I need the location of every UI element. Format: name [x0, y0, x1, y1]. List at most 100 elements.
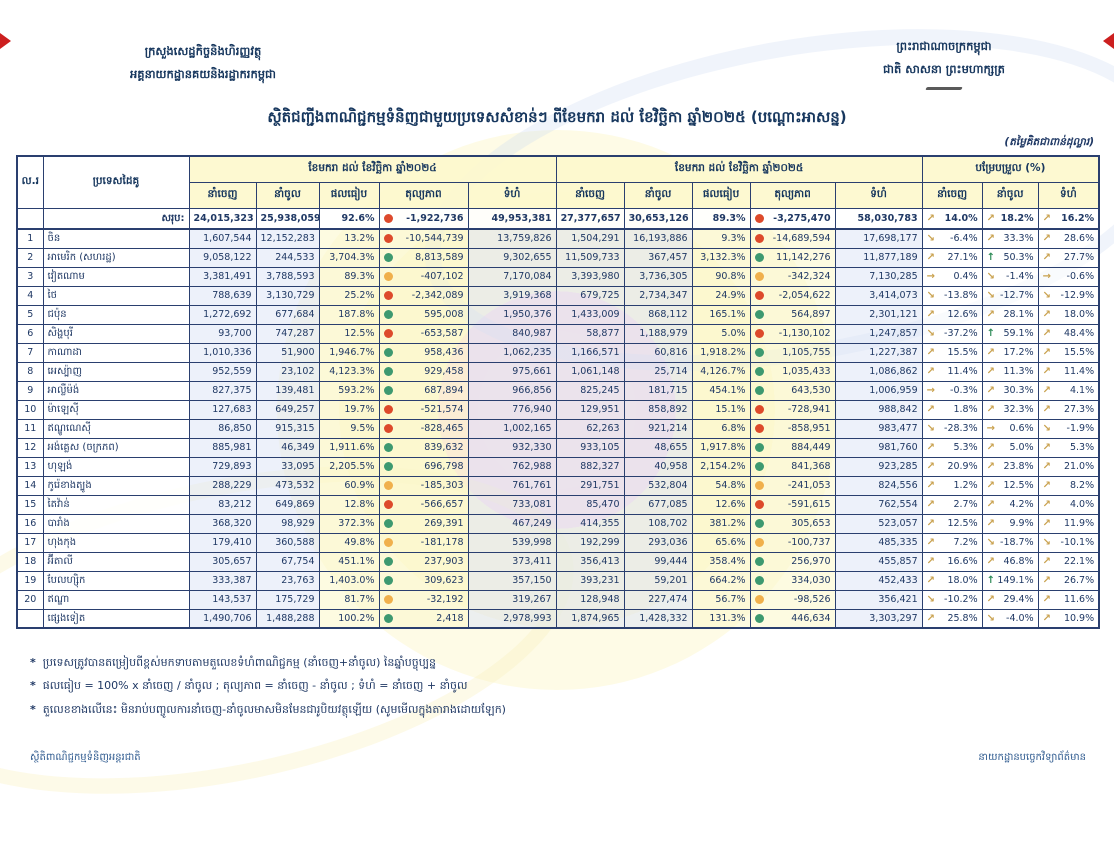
- change-cell: ↗ 5.3%: [921, 437, 983, 458]
- total-2024: 2,978,993: [467, 608, 557, 629]
- change-cell: ↗ 12.5%: [921, 513, 983, 534]
- balance-cell: -1,922,736: [378, 207, 469, 230]
- balance-value: 884,449: [791, 442, 831, 453]
- balance-cell: 269,391: [378, 513, 469, 534]
- ratio-2025: 131.3%: [691, 608, 751, 629]
- ratio-2025: 15.1%: [691, 399, 751, 420]
- export-2025: 1,166,571: [555, 342, 625, 363]
- import-2024: 244,533: [255, 247, 320, 268]
- balance-value: -10,544,739: [405, 233, 464, 245]
- balance-value: -241,053: [787, 480, 831, 491]
- table-row: 16 បារាំង 368,320 98,929 372.3% 269,391 467,24…: [16, 513, 1100, 534]
- change-cell: ↗ 10.9%: [1037, 608, 1100, 629]
- change-cell: ↗ 11.4%: [921, 361, 983, 382]
- balance-value: -728,941: [787, 404, 831, 415]
- export-2024: 333,387: [188, 570, 257, 591]
- ratio-2025: 1,917.8%: [691, 437, 751, 458]
- balance-cell: -181,178: [378, 532, 469, 553]
- balance-value: -3,275,470: [773, 212, 831, 224]
- balance-status-red-dot: [754, 329, 764, 338]
- trend-up-icon: ↗: [1042, 328, 1052, 339]
- subheader-total-2025: ទំហំ: [834, 181, 923, 209]
- ratio-2025: 358.4%: [691, 551, 751, 572]
- balance-cell: -10,544,739: [378, 228, 469, 249]
- balance-value: -181,178: [420, 537, 464, 548]
- balance-cell: -2,054,622: [749, 285, 836, 306]
- trend-up-icon: ↗: [986, 385, 996, 396]
- trend-up-icon: ↗: [926, 612, 936, 624]
- balance-status-amber-dot: [383, 595, 393, 604]
- ratio-2024: 89.3%: [318, 266, 380, 287]
- balance-status-red-dot: [383, 500, 393, 509]
- group-header-2024: ខែមករា ដល់ ខែវិច្ឆិកា ឆ្នាំ២០២៤: [188, 155, 557, 183]
- balance-status-green-dot: [754, 367, 764, 376]
- ratio-2025: 454.1%: [691, 380, 751, 401]
- total-2024: 932,330: [467, 437, 557, 458]
- balance-status-green-dot: [383, 462, 393, 471]
- change-cell: ↗ 2.7%: [921, 494, 983, 515]
- balance-status-green-dot: [754, 613, 764, 623]
- balance-status-green-dot: [383, 576, 393, 585]
- change-cell: ↘ -10.2%: [921, 589, 983, 610]
- balance-value: -1,130,102: [778, 328, 831, 339]
- balance-status-green-dot: [754, 443, 764, 452]
- change-value: -37.2%: [944, 328, 978, 339]
- balance-value: 687,894: [424, 385, 464, 396]
- balance-value: -1,922,736: [406, 212, 464, 224]
- table-row: 20 ឥណ្ឌា 143,537 175,729 81.7% -32,192 319,267…: [16, 589, 1100, 610]
- total-2024: 49,953,381: [467, 207, 557, 230]
- change-cell: ↗ 23.8%: [981, 456, 1039, 477]
- row-number: 17: [16, 532, 44, 553]
- import-2024: 747,287: [255, 323, 320, 344]
- ratio-2024: 92.6%: [318, 207, 380, 230]
- balance-value: -858,951: [787, 423, 831, 434]
- export-2025: 825,245: [555, 380, 625, 401]
- balance-cell: 696,798: [378, 456, 469, 477]
- trend-up-icon: ↗: [926, 575, 936, 586]
- balance-cell: 1,105,755: [749, 342, 836, 363]
- balance-status-green-dot: [754, 519, 764, 528]
- export-2024: 127,683: [188, 399, 257, 420]
- total-2025: 824,556: [834, 475, 923, 496]
- export-2025: 85,470: [555, 494, 625, 515]
- country-name: ហុងកុង: [42, 532, 190, 553]
- total-2025: 3,303,297: [834, 608, 923, 629]
- row-number: 4: [16, 285, 44, 306]
- balance-value: -828,465: [420, 423, 464, 434]
- change-value: 10.9%: [1063, 612, 1095, 624]
- row-number: 3: [16, 266, 44, 287]
- balance-value: 269,391: [424, 518, 464, 529]
- balance-status-red-dot: [754, 213, 764, 223]
- change-cell: ↘ -1.9%: [1037, 418, 1100, 439]
- total-2024: 13,759,826: [467, 228, 557, 249]
- country-name: ចិន: [42, 228, 190, 249]
- change-value: 27.3%: [1063, 404, 1095, 415]
- unit-note: (តម្លៃគិតជាពាន់ដុល្លារ): [1004, 136, 1094, 148]
- change-cell: ↗ 14.0%: [921, 207, 983, 230]
- trend-strong_up-icon: ↑: [986, 252, 996, 263]
- export-2024: 93,700: [188, 323, 257, 344]
- total-2024: 373,411: [467, 551, 557, 572]
- change-cell: ↗ 1.2%: [921, 475, 983, 496]
- import-2025: 40,958: [623, 456, 693, 477]
- country-name: ថៃ: [42, 285, 190, 306]
- change-value: 4.2%: [1009, 499, 1034, 510]
- balance-value: -2,054,622: [778, 290, 831, 301]
- export-2025: 58,877: [555, 323, 625, 344]
- export-2024: 1,490,706: [188, 608, 257, 629]
- balance-value: -185,303: [420, 480, 464, 491]
- row-number: [16, 207, 44, 230]
- export-2025: 291,751: [555, 475, 625, 496]
- trend-down-icon: ↘: [1042, 537, 1052, 548]
- import-2025: 3,736,305: [623, 266, 693, 287]
- department-name: អគ្គនាយកដ្ឋានគយនិងរដ្ឋាករកម្ពុជា: [130, 67, 276, 81]
- balance-cell: 334,030: [749, 570, 836, 591]
- footnote-line: * ផលធៀប = 100% x នាំចេញ / នាំចូល ; តុល្យ…: [30, 679, 810, 693]
- ratio-2024: 451.1%: [318, 551, 380, 572]
- change-cell: → 0.4%: [921, 266, 983, 287]
- change-cell: → -0.3%: [921, 380, 983, 401]
- trend-up-icon: ↗: [1042, 518, 1052, 529]
- row-number: 15: [16, 494, 44, 515]
- trend-up-icon: ↗: [1042, 309, 1052, 320]
- balance-value: -653,587: [420, 328, 464, 339]
